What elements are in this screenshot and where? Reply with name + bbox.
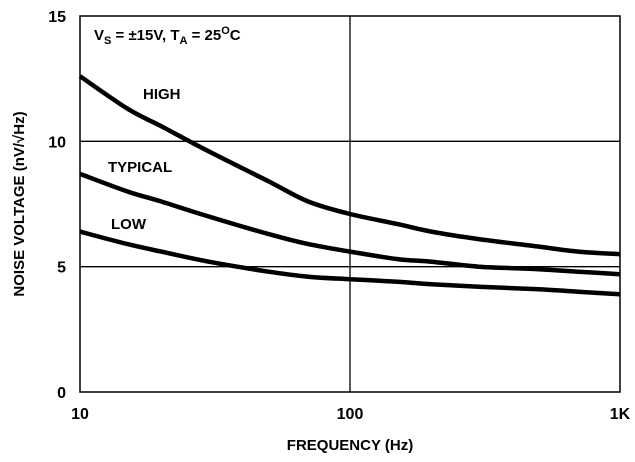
y-tick-label: 0 [57,385,66,402]
series-label-typical: TYPICAL [108,159,172,176]
x-tick-label: 100 [337,406,364,423]
series-label-high: HIGH [143,86,181,103]
series-line-typical [79,171,621,277]
series-labels: HIGH TYPICAL LOW [108,86,181,233]
x-axis-title: FREQUENCY (Hz) [287,437,413,454]
y-tick-label: 5 [57,260,66,277]
x-tick-label: 10 [71,406,89,423]
y-tick-label: 10 [48,134,66,151]
x-tick-label: 1K [610,406,631,423]
conditions-annotation: VS = ±15V, TA = 25OC [94,25,241,47]
y-tick-labels: 0 5 10 15 [48,9,66,402]
y-tick-label: 15 [48,9,66,26]
y-axis-title: NOISE VOLTAGE (nV/√Hz) [11,111,28,296]
series-line-low [79,229,621,297]
series-lines [78,74,621,297]
series-line-high [78,74,621,257]
series-label-low: LOW [111,216,147,233]
x-tick-labels: 10 100 1K [71,406,631,423]
